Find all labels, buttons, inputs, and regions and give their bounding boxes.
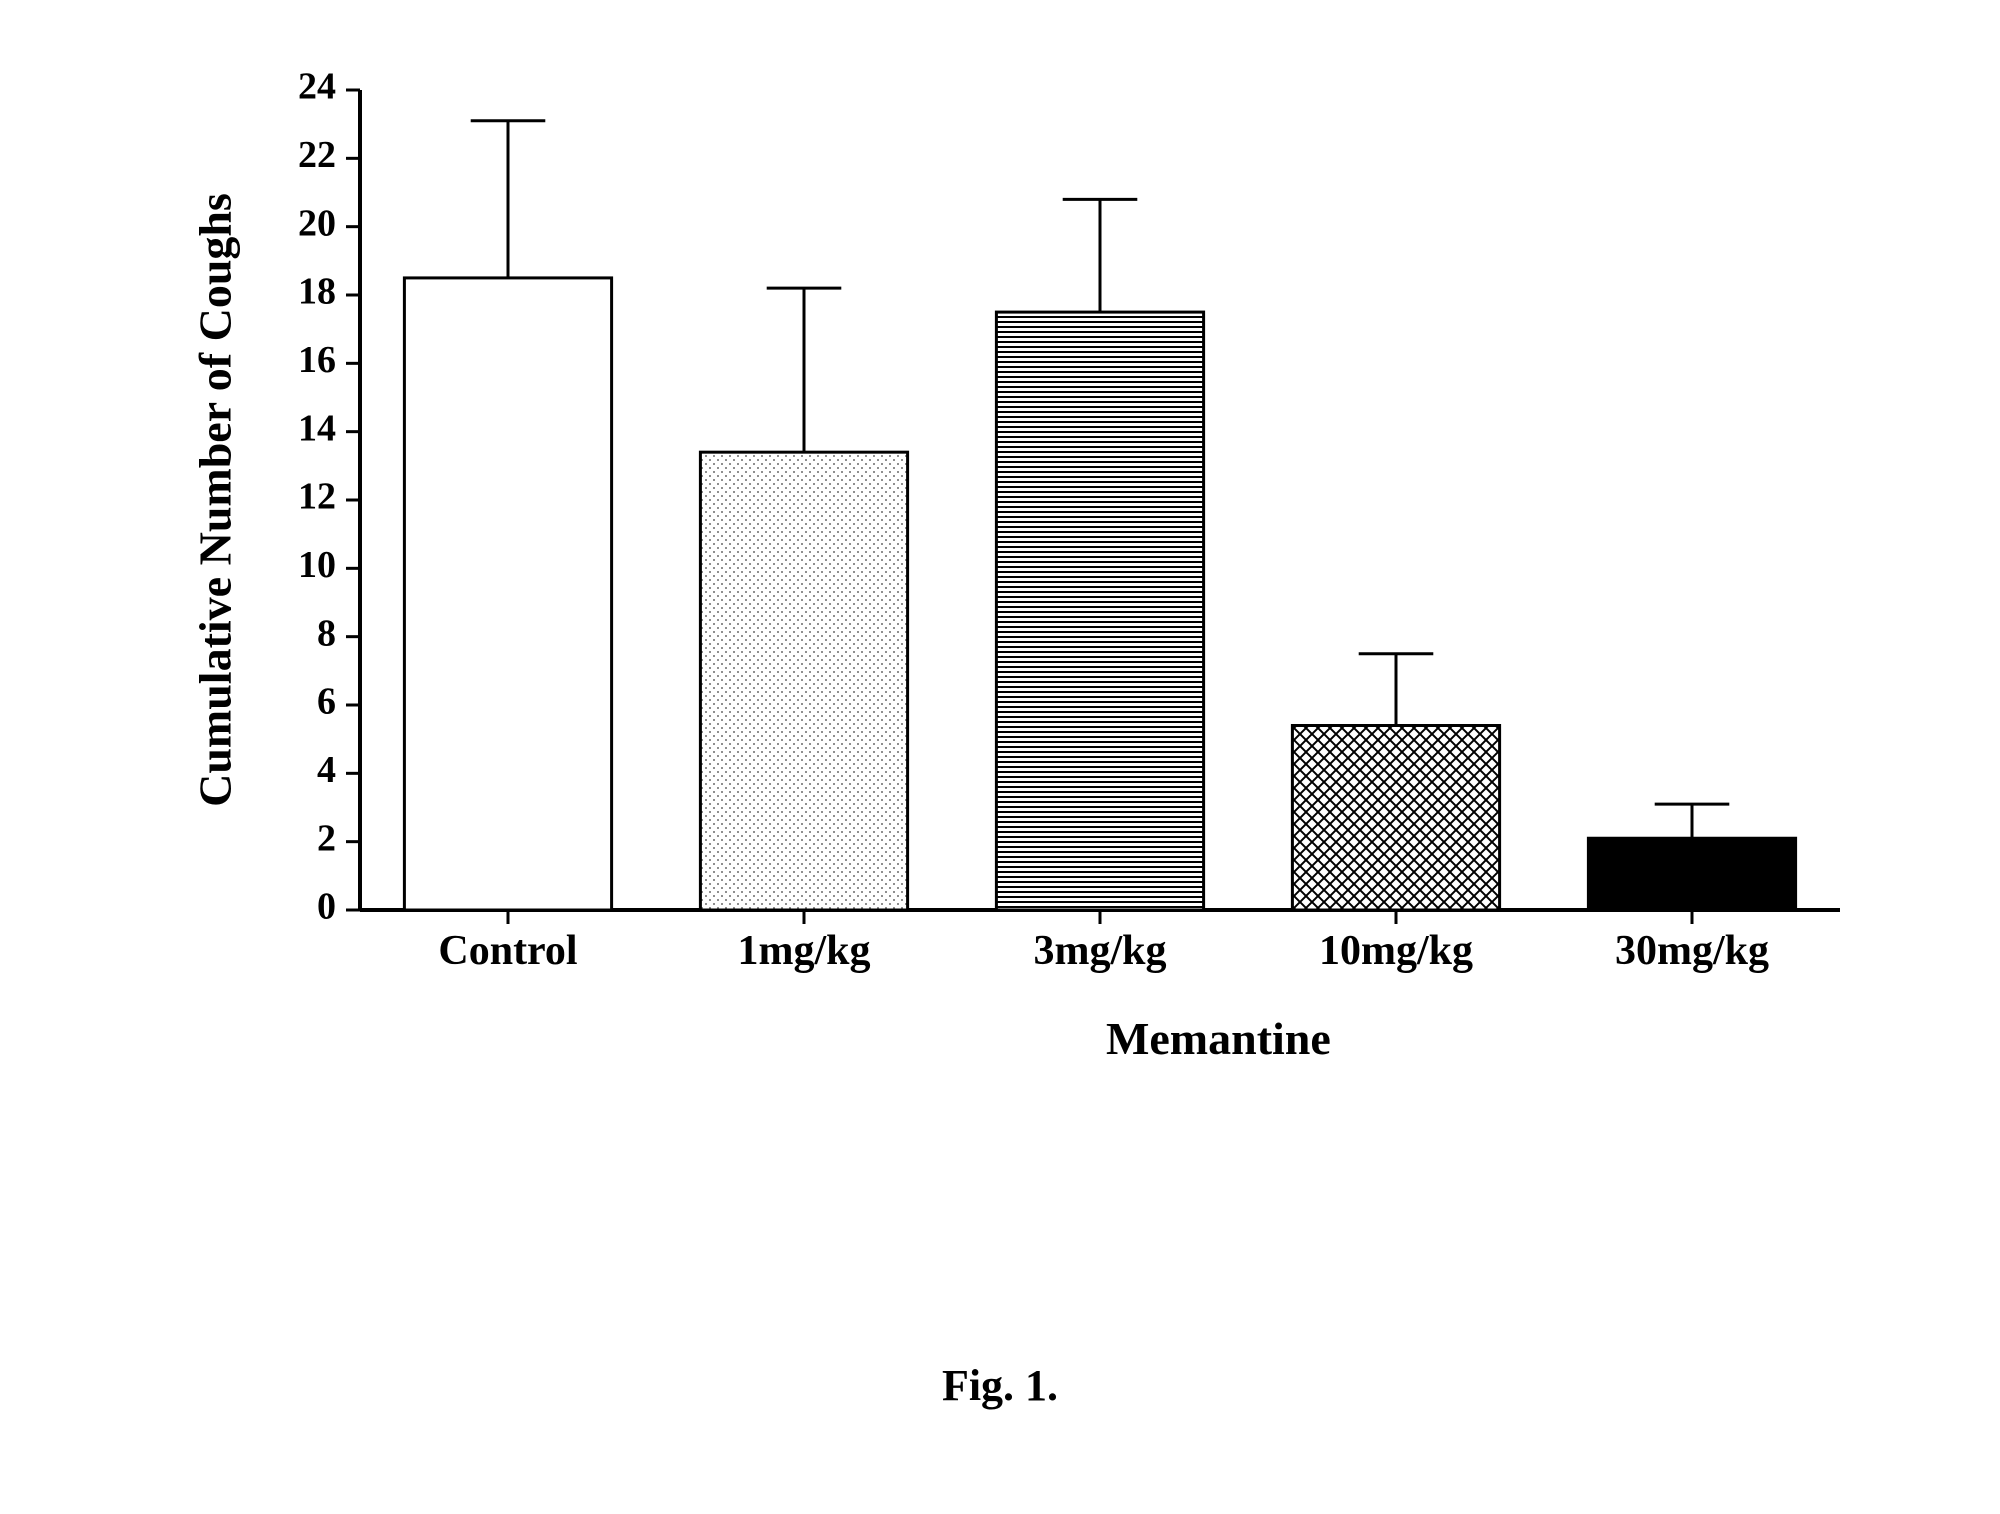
x-tick-label: 3mg/kg — [1033, 928, 1166, 974]
x-tick-label: Control — [438, 928, 577, 974]
y-tick-label: 20 — [298, 202, 336, 244]
x-tick-label: 30mg/kg — [1615, 928, 1769, 974]
y-tick-label: 4 — [317, 749, 336, 791]
x-tick-label: 10mg/kg — [1319, 928, 1473, 974]
bar — [996, 312, 1203, 910]
bar — [404, 278, 611, 910]
y-tick-label: 14 — [298, 407, 336, 449]
bar-chart: 024681012141618202224Cumulative Number o… — [100, 50, 1900, 1150]
bar — [1292, 726, 1499, 911]
figure-caption: Fig. 1. — [0, 1360, 2000, 1411]
bar — [700, 452, 907, 910]
x-axis-label: Memantine — [1106, 1013, 1331, 1064]
y-tick-label: 22 — [298, 134, 336, 176]
y-tick-label: 10 — [298, 544, 336, 586]
y-tick-label: 8 — [317, 612, 336, 654]
y-tick-label: 6 — [317, 681, 336, 723]
y-axis-label: Cumulative Number of Coughs — [190, 193, 241, 807]
y-tick-label: 0 — [317, 886, 336, 928]
y-tick-label: 16 — [298, 339, 336, 381]
bar — [1588, 838, 1795, 910]
chart-svg: 024681012141618202224Cumulative Number o… — [100, 50, 1900, 1150]
y-tick-label: 24 — [298, 66, 336, 108]
y-tick-label: 2 — [317, 817, 336, 859]
x-tick-label: 1mg/kg — [737, 928, 870, 974]
y-tick-label: 18 — [298, 271, 336, 313]
y-tick-label: 12 — [298, 476, 336, 518]
